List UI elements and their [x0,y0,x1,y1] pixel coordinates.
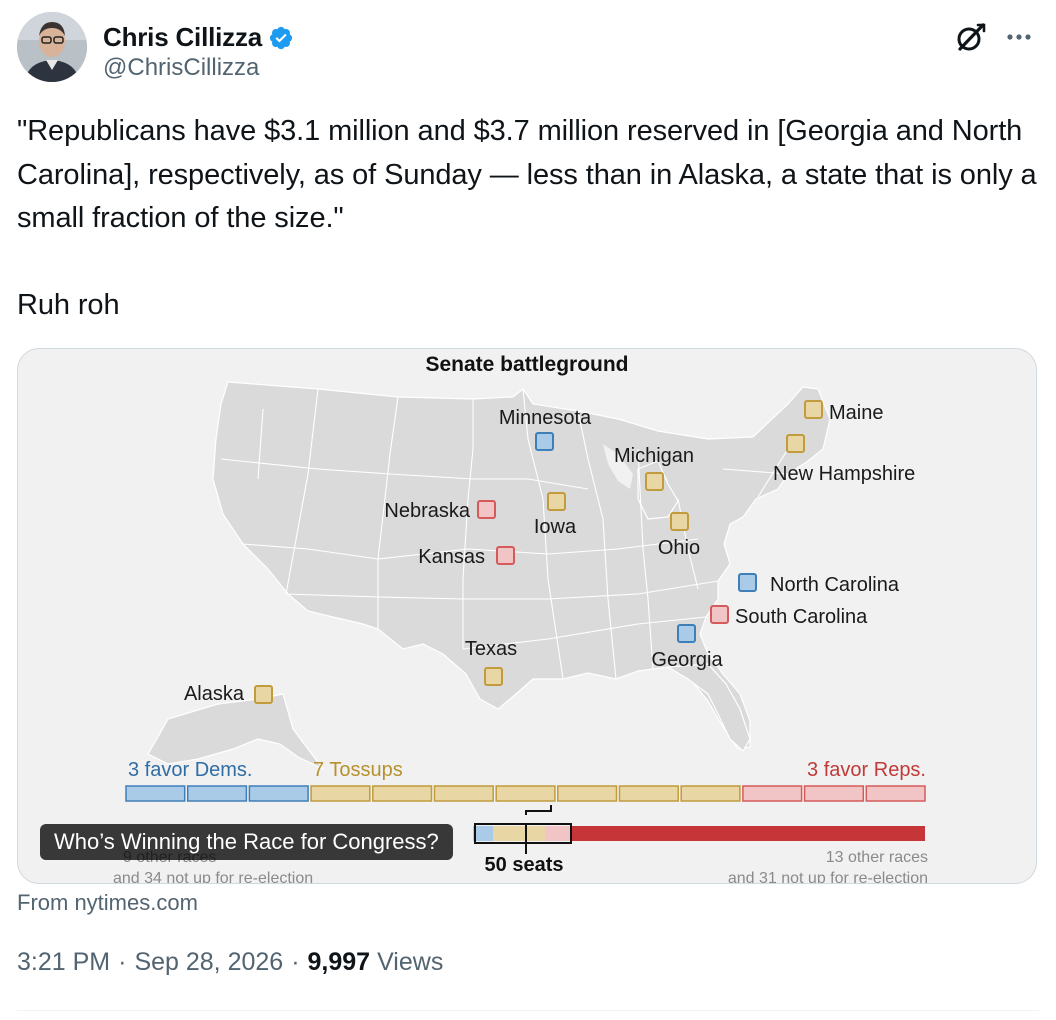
state-label-georgia: Georgia [651,649,723,671]
state-label-new-hampshire: New Hampshire [773,463,915,485]
state-label-nebraska: Nebraska [384,500,470,522]
right-note-2: and 31 not up for re-election [728,870,928,884]
seat-box-rep [865,785,926,802]
state-label-texas: Texas [465,638,517,660]
seat-box-rep [803,785,865,802]
author-display-name[interactable]: Chris Cillizza [103,22,263,52]
seat-box-tossup [310,785,371,802]
state-label-kansas: Kansas [418,546,485,568]
majority-bar-tossup [493,826,545,841]
state-label-alaska: Alaska [184,683,245,705]
divider [17,1010,1039,1011]
seat-box-tossup [557,785,618,802]
tweet-header: Chris Cillizza @ChrisCillizza [17,12,1039,88]
us-map-shape [147,381,831,770]
state-marker-maine [804,400,823,419]
majority-bar-rep-lean [545,826,571,841]
legend-dems: 3 favor Dems. [128,759,252,781]
seat-box-dem [186,785,248,802]
state-label-south-carolina: South Carolina [735,606,868,628]
right-note-1: 13 other races [826,849,928,866]
state-marker-iowa [547,492,566,511]
senate-battleground-map: Senate battleground [113,353,928,884]
left-note-2: and 34 not up for re-election [113,870,313,884]
tweet-text: "Republicans have $3.1 million and $3.7 … [17,115,1037,321]
state-label-ohio: Ohio [658,537,700,559]
state-marker-north-carolina [738,573,757,592]
legend-reps: 3 favor Reps. [807,759,926,781]
state-label-maine: Maine [829,402,883,424]
state-marker-nebraska [477,500,496,519]
state-marker-michigan [645,472,664,491]
card-title-badge[interactable]: Who’s Winning the Race for Congress? [40,824,453,860]
card-source-link[interactable]: From nytimes.com [17,890,198,915]
author-name-row: Chris Cillizza [103,22,294,53]
state-label-minnesota: Minnesota [499,407,592,429]
seat-box-tossup [372,785,433,802]
state-marker-kansas [496,546,515,565]
alaska-land [147,693,324,770]
seat-box-tossup [433,785,494,802]
legend-tossups: 7 Tossups [313,759,403,781]
seat-box-tossup [618,785,679,802]
state-marker-ohio [670,512,689,531]
majority-bar-dem-lean [473,826,493,841]
tweet-meta: 3:21 PM · Sep 28, 2026 · 9,997 Views [17,948,443,977]
majority-bar-frame [474,823,572,844]
state-markers: Minnesota Maine Michigan New Hampshire Nebra… [184,400,915,705]
state-label-iowa: Iowa [534,516,577,538]
views-label: Views [377,948,444,976]
meta-separator: · [291,948,300,976]
tweet-date[interactable]: Sep 28, 2026 [134,948,284,976]
seat-box-dem [125,785,186,802]
seat-boxes [125,785,926,802]
views-count[interactable]: 9,997 [307,948,371,976]
majority-bar-rep [473,826,925,841]
seat-box-tossup [680,785,741,802]
fifty-seats-label: 50 seats [485,854,564,876]
contiguous-us-land [212,381,831,750]
link-card[interactable]: Senate battleground [17,348,1037,884]
avatar-photo [17,12,87,82]
meta-separator: · [118,948,127,976]
state-marker-texas [484,667,503,686]
more-dots-icon[interactable] [1001,22,1037,52]
map-title: Senate battleground [425,353,628,376]
seat-box-tossup [495,785,556,802]
author-avatar[interactable] [17,12,87,82]
state-label-michigan: Michigan [614,445,694,467]
grok-icon[interactable] [954,20,988,54]
verified-badge-icon[interactable] [268,25,294,51]
state-marker-minnesota [535,432,554,451]
state-marker-south-carolina [710,605,729,624]
state-marker-alaska [254,685,273,704]
state-marker-georgia [677,624,696,643]
seat-box-rep [742,785,803,802]
fifty-seat-marker [525,805,552,854]
state-marker-new-hampshire [786,434,805,453]
tweet-time[interactable]: 3:21 PM [17,948,111,976]
author-handle[interactable]: @ChrisCillizza [103,54,260,81]
state-label-north-carolina: North Carolina [770,574,900,596]
seat-box-dem [248,785,309,802]
